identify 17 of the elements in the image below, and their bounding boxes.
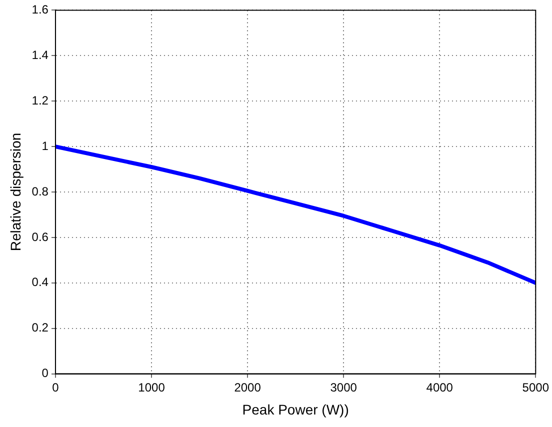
y-tick-label: 0.6 <box>32 230 49 244</box>
x-tick-label: 3000 <box>330 380 358 394</box>
y-tick-label: 1.6 <box>32 2 49 17</box>
y-tick-label: 0 <box>42 366 49 380</box>
y-tick-label: 1 <box>42 138 49 153</box>
y-tick-label: 0.8 <box>32 184 49 198</box>
x-tick-label: 5000 <box>522 380 550 394</box>
x-tick-label: 0 <box>52 380 60 394</box>
y-tick-label: 1.2 <box>32 93 49 108</box>
x-axis-title: Peak Power (W)) <box>242 401 349 418</box>
y-axis-title: Relative dispersion <box>7 132 24 252</box>
x-tick-label: 1000 <box>138 380 166 394</box>
y-tick-label: 0.2 <box>32 320 49 335</box>
y-tick-label: 1.4 <box>32 48 49 62</box>
x-tick-label: 2000 <box>234 380 262 394</box>
x-tick-label: 4000 <box>426 380 454 394</box>
y-tick-label: 0.4 <box>32 275 49 290</box>
